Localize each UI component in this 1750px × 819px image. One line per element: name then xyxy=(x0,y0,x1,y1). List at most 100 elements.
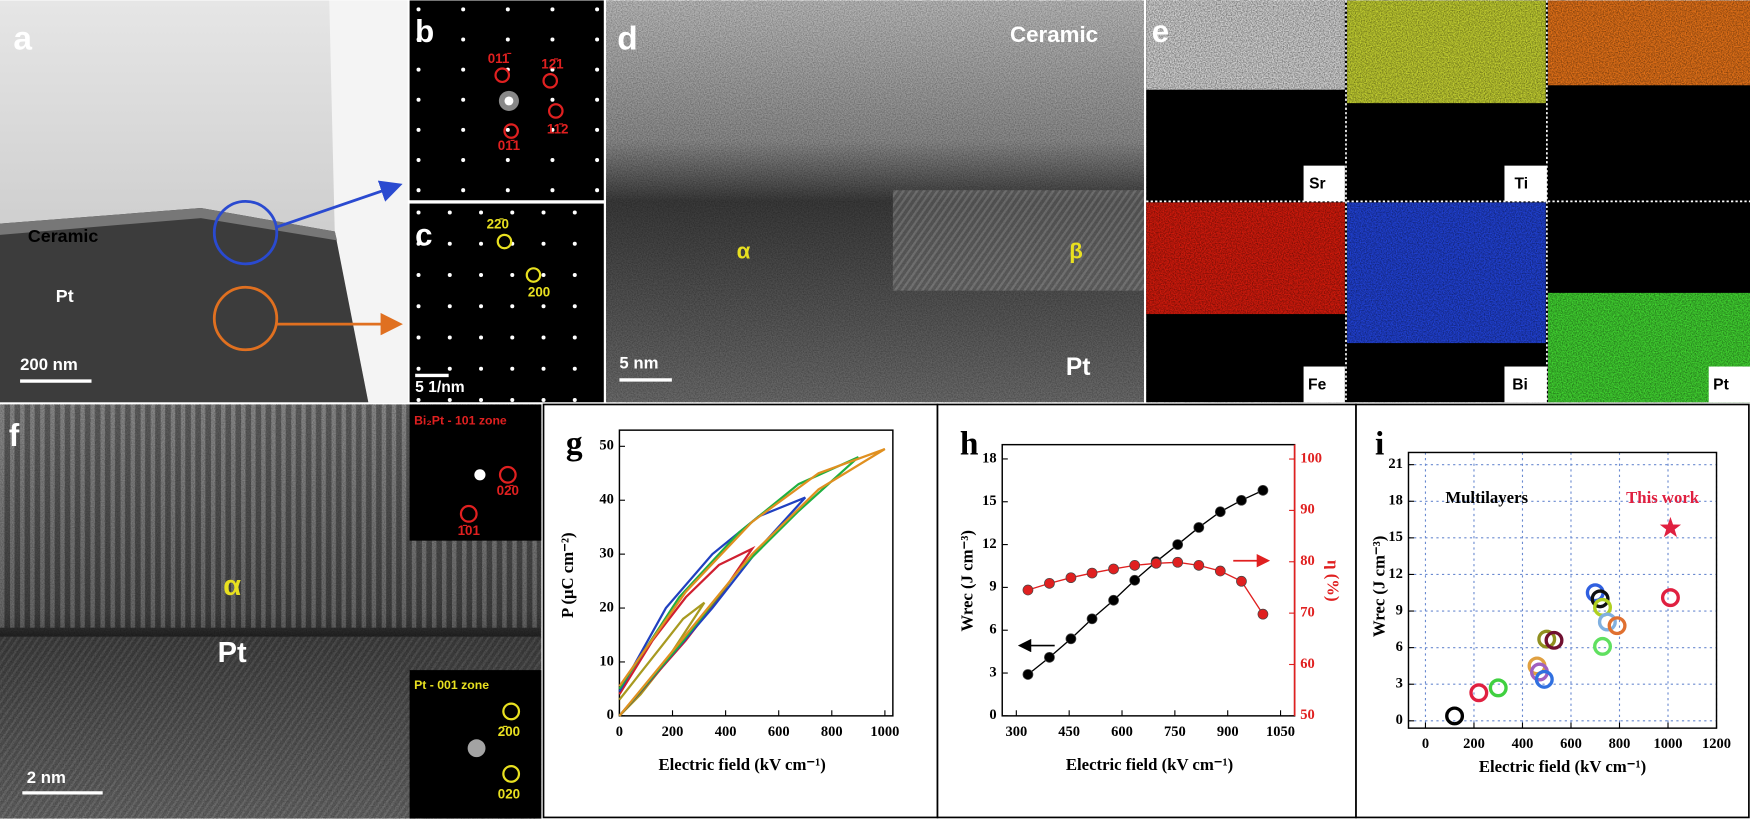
spot xyxy=(416,241,421,246)
label: a xyxy=(13,20,32,57)
spot xyxy=(541,366,546,371)
label: 12̄1 xyxy=(541,57,564,72)
x-axis-label: Electric field (kV cm⁻¹) xyxy=(1479,757,1646,776)
panel-a xyxy=(0,0,408,403)
marker xyxy=(1086,567,1098,579)
label: 5 nm xyxy=(619,354,658,373)
y-axis-label: P (μC cm⁻²) xyxy=(558,532,577,618)
y2-tick-label: 100 xyxy=(1300,450,1322,466)
label: Sr xyxy=(1309,176,1326,193)
spot xyxy=(572,304,577,309)
y-tick-label: 30 xyxy=(599,545,614,561)
star-marker xyxy=(1659,516,1682,538)
spot xyxy=(479,366,484,371)
spot xyxy=(595,188,600,193)
marker xyxy=(1065,633,1077,645)
marker xyxy=(1129,574,1141,586)
label: 200 xyxy=(528,284,550,299)
point xyxy=(1534,669,1554,689)
point xyxy=(1660,588,1680,608)
spot xyxy=(447,304,452,309)
spot xyxy=(461,37,466,42)
spot xyxy=(595,97,600,102)
label: Ti xyxy=(1515,176,1529,193)
spot xyxy=(550,97,555,102)
spot xyxy=(479,241,484,246)
y-tick-label: 3 xyxy=(1396,676,1403,692)
label: 22̄0 xyxy=(487,216,509,231)
marker xyxy=(1108,563,1119,575)
marker xyxy=(1150,557,1162,569)
marker xyxy=(1257,608,1269,620)
y2-tick-label: 60 xyxy=(1300,656,1314,672)
spot xyxy=(510,210,515,215)
y-tick-label: 12 xyxy=(1388,566,1402,582)
spot xyxy=(572,366,577,371)
spot xyxy=(416,67,421,72)
spot xyxy=(479,335,484,340)
spot xyxy=(479,398,484,403)
x-tick-label: 600 xyxy=(768,724,790,740)
spot xyxy=(461,97,466,102)
spot xyxy=(550,188,555,193)
spot xyxy=(541,335,546,340)
spot xyxy=(505,158,510,163)
spot xyxy=(447,210,452,215)
label: f xyxy=(9,418,20,453)
spot xyxy=(447,241,452,246)
spot xyxy=(510,273,515,278)
x-tick-label: 1200 xyxy=(1702,736,1731,752)
y2-tick-label: 80 xyxy=(1300,553,1314,569)
spot xyxy=(479,210,484,215)
x-tick-label: 0 xyxy=(616,724,623,740)
x-axis-label: Electric field (kV cm⁻¹) xyxy=(1066,755,1233,774)
line xyxy=(618,456,860,717)
label: 020 xyxy=(498,787,520,802)
marker xyxy=(1214,506,1226,518)
spot xyxy=(461,67,466,72)
label: Bi xyxy=(1512,377,1528,394)
x-tick-label: 800 xyxy=(1609,736,1631,752)
spot xyxy=(416,97,421,102)
spot xyxy=(510,304,515,309)
y-tick-label: 0 xyxy=(1396,712,1403,728)
marker xyxy=(1044,651,1055,663)
spot xyxy=(505,127,510,132)
panel-letter: h xyxy=(960,426,979,463)
label: 5 1/nm xyxy=(415,379,464,396)
spot xyxy=(447,366,452,371)
x-tick-label: 1000 xyxy=(870,724,899,740)
panel-e xyxy=(1146,0,1750,403)
y2-tick-label: 90 xyxy=(1300,502,1314,518)
x-tick-label: 1000 xyxy=(1654,736,1683,752)
spot xyxy=(541,398,546,403)
point xyxy=(1488,678,1508,698)
spot xyxy=(572,335,577,340)
spot xyxy=(595,7,600,12)
label: Pt xyxy=(1066,354,1091,381)
label: d xyxy=(617,20,637,57)
spot xyxy=(505,188,510,193)
label: 1̄01 xyxy=(458,523,481,538)
label: 01̄1 xyxy=(498,138,521,153)
spot xyxy=(550,7,555,12)
x-tick-label: 900 xyxy=(1217,724,1239,740)
panel-d xyxy=(606,0,1144,403)
spot xyxy=(550,37,555,42)
y-tick-label: 21 xyxy=(1388,456,1402,472)
spot xyxy=(416,335,421,340)
x-tick-label: 400 xyxy=(715,724,737,740)
spot xyxy=(541,241,546,246)
label: e xyxy=(1152,14,1169,49)
label: 2̄00 xyxy=(498,724,520,739)
spot xyxy=(550,127,555,132)
spot xyxy=(550,158,555,163)
spot xyxy=(550,67,555,72)
label: Pt - 001 zone xyxy=(414,678,489,692)
spot xyxy=(595,127,600,132)
marker xyxy=(1257,484,1269,496)
y-tick-label: 12 xyxy=(982,536,997,552)
spot xyxy=(505,7,510,12)
y-tick-label: 9 xyxy=(1396,602,1403,618)
